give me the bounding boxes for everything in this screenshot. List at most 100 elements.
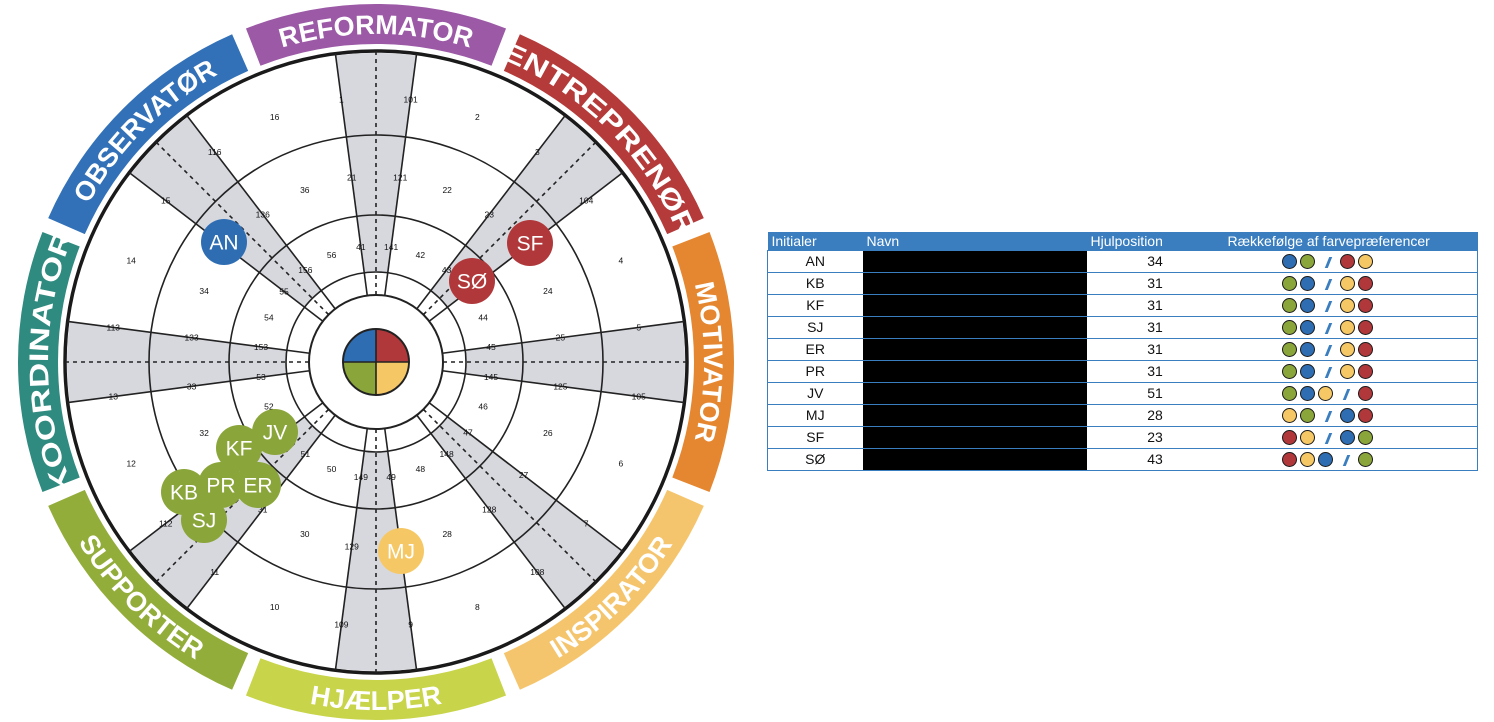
role-band-segment xyxy=(503,489,704,690)
sector-line xyxy=(334,428,369,671)
marker-circle xyxy=(216,425,262,471)
dashed-divider xyxy=(422,408,597,583)
marker-mj: MJ xyxy=(378,528,424,574)
yellow-preference-dot xyxy=(1299,452,1315,467)
row-initials: PR xyxy=(767,360,863,383)
slash-separator-icon xyxy=(1321,253,1335,271)
sector-number: 27 xyxy=(519,470,529,480)
row-initials: SF xyxy=(767,426,863,449)
row-preferences xyxy=(1223,404,1478,427)
row-position: 51 xyxy=(1086,382,1224,405)
row-name-redacted xyxy=(862,360,1087,383)
row-initials: ER xyxy=(767,338,863,361)
marker-an: AN xyxy=(201,219,247,265)
sector-number: 141 xyxy=(384,242,398,252)
grey-sector xyxy=(335,451,417,671)
row-initials: SØ xyxy=(767,448,863,471)
table-row: KF 31 xyxy=(767,294,1478,317)
yellow-preference-dot xyxy=(1339,342,1355,357)
yellow-preference-dot xyxy=(1357,254,1373,269)
sector-number: 56 xyxy=(327,250,337,260)
green-preference-dot xyxy=(1281,320,1297,335)
red-preference-dot xyxy=(1357,408,1373,423)
sector-number: 109 xyxy=(334,620,348,630)
yellow-preference-dot xyxy=(1299,430,1315,445)
sector-number: 45 xyxy=(486,342,496,352)
slash-separator-icon xyxy=(1321,407,1335,425)
red-preference-dot xyxy=(1357,320,1373,335)
sector-number: 49 xyxy=(386,472,396,482)
table-row: MJ 28 xyxy=(767,404,1478,427)
blue-preference-dot xyxy=(1299,364,1315,379)
slash-separator-icon xyxy=(1321,275,1335,293)
table-row: PR 31 xyxy=(767,360,1478,383)
red-preference-dot xyxy=(1281,430,1297,445)
red-preference-dot xyxy=(1339,254,1355,269)
header-position: Hjulposition xyxy=(1086,232,1224,251)
row-name-redacted xyxy=(862,316,1087,339)
sector-number: 55 xyxy=(279,286,289,296)
row-preferences xyxy=(1223,448,1478,471)
sector-number: 14 xyxy=(126,256,136,266)
blue-preference-dot xyxy=(1317,452,1333,467)
sector-number: 44 xyxy=(478,313,488,323)
green-preference-dot xyxy=(1281,276,1297,291)
sector-number: 23 xyxy=(484,209,494,219)
yellow-preference-dot xyxy=(1339,320,1355,335)
sector-number: 136 xyxy=(256,209,270,219)
marker-label: AN xyxy=(209,232,238,255)
sector-line xyxy=(442,369,685,404)
header-preferences: Rækkefølge af farvepræferencer xyxy=(1223,232,1478,251)
sector-number: 41 xyxy=(356,242,366,252)
row-preferences xyxy=(1223,272,1478,295)
row-preferences xyxy=(1223,360,1478,383)
sector-number: 52 xyxy=(264,401,274,411)
role-band-segment xyxy=(672,231,734,493)
sector-line xyxy=(428,402,624,552)
row-initials: KF xyxy=(767,294,863,317)
blue-preference-dot xyxy=(1339,408,1355,423)
row-name-redacted xyxy=(862,382,1087,405)
core-quadrant xyxy=(343,329,376,362)
row-position: 31 xyxy=(1086,294,1224,317)
blue-preference-dot xyxy=(1339,430,1355,445)
marker-circle xyxy=(507,220,553,266)
sector-number: 9 xyxy=(408,620,413,630)
sector-number: 116 xyxy=(208,147,222,157)
sector-number: 50 xyxy=(327,464,337,474)
row-initials: JV xyxy=(767,382,863,405)
sector-number: 10 xyxy=(270,602,280,612)
row-preferences xyxy=(1223,426,1478,449)
sector-number: 43 xyxy=(442,265,452,275)
sector-number: 36 xyxy=(300,185,310,195)
sector-number: 7 xyxy=(584,518,589,528)
yellow-preference-dot xyxy=(1339,298,1355,313)
red-preference-dot xyxy=(1357,364,1373,379)
green-preference-dot xyxy=(1357,452,1373,467)
row-name-redacted xyxy=(862,404,1087,427)
marker-circle xyxy=(235,462,281,508)
sector-number: 21 xyxy=(347,173,357,183)
yellow-preference-dot xyxy=(1317,386,1333,401)
row-name-redacted xyxy=(862,448,1087,471)
green-preference-dot xyxy=(1299,254,1315,269)
marker-er: ER xyxy=(235,462,281,508)
sector-number: 4 xyxy=(618,256,623,266)
sector-number: 48 xyxy=(416,464,426,474)
core-quadrant xyxy=(376,362,409,395)
row-position: 31 xyxy=(1086,338,1224,361)
sector-number: 47 xyxy=(463,428,473,438)
sector-number: 51 xyxy=(301,449,311,459)
sector-number: 145 xyxy=(484,372,498,382)
row-initials: KB xyxy=(767,272,863,295)
row-position: 43 xyxy=(1086,448,1224,471)
marker-jv: JV xyxy=(252,409,298,455)
sector-number: 22 xyxy=(442,185,452,195)
color-wheel: REFORMATOR ENTREPRENØRMOTIVATORINSPIRATOR… xyxy=(18,3,734,721)
sector-line xyxy=(416,114,566,310)
sector-number: 1 xyxy=(339,94,344,104)
row-position: 23 xyxy=(1086,426,1224,449)
row-name-redacted xyxy=(862,338,1087,361)
sector-number: 13 xyxy=(109,392,119,402)
row-initials: MJ xyxy=(767,404,863,427)
